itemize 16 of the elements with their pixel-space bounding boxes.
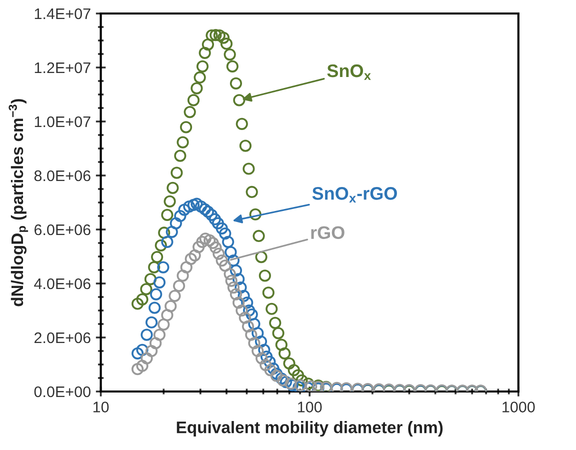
y-tick-label: 1.0E+07 [34,116,90,128]
x-tick-label: 100 [298,402,322,412]
y-tick-label: 1.4E+07 [34,8,90,20]
y-tick-label: 2.0E+06 [34,332,90,344]
annotation: SnO$_{x}$-rGO [312,187,397,203]
x-tick-label: 1000 [502,402,535,412]
x-axis-title: Equivalent mobility diameter (nm) [176,421,443,437]
y-tick-label: 6.0E+06 [34,224,90,236]
y-axis-title: dN/dlogD$_{p}$ (particles cm$^{−3}$) [8,99,28,306]
annotation: rGO [311,226,344,240]
y-tick-label: 4.0E+06 [34,278,90,290]
y-tick-label: 0.0E+00 [34,386,90,398]
y-tick-label: 1.2E+07 [34,62,90,74]
y-tick-label: 8.0E+06 [34,170,90,182]
annotation: SnO$_{x}$ [327,64,371,80]
x-tick-label: 10 [93,402,109,412]
